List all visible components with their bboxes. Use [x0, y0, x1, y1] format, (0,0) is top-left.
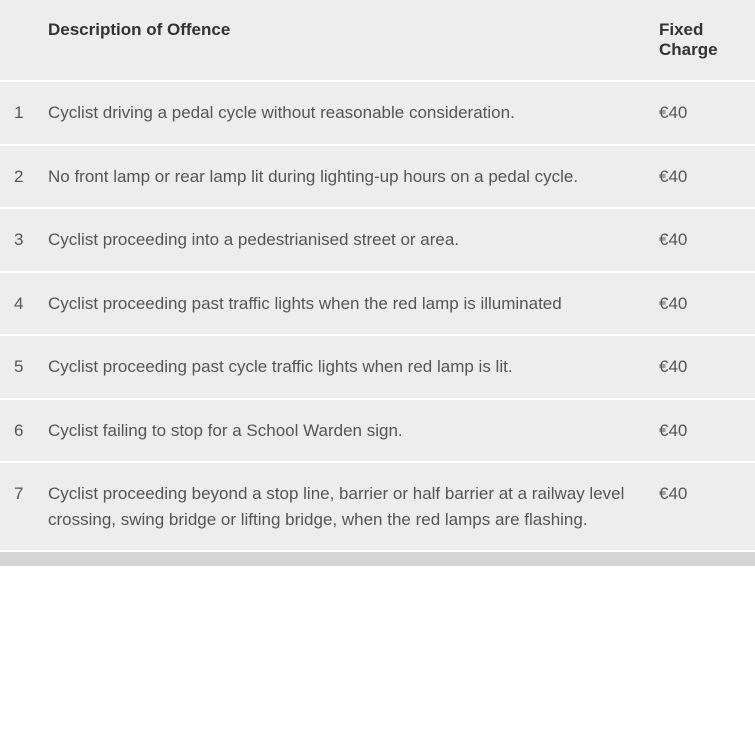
row-charge: €40 — [645, 81, 755, 145]
table-row: 1 Cyclist driving a pedal cycle without … — [0, 81, 755, 145]
row-description: Cyclist driving a pedal cycle without re… — [36, 81, 645, 145]
table-row: 7 Cyclist proceeding beyond a stop line,… — [0, 462, 755, 551]
table-body: 1 Cyclist driving a pedal cycle without … — [0, 81, 755, 551]
row-charge: €40 — [645, 335, 755, 399]
row-index: 1 — [0, 81, 36, 145]
row-charge: €40 — [645, 272, 755, 336]
table-row: 4 Cyclist proceeding past traffic lights… — [0, 272, 755, 336]
table-row: 2 No front lamp or rear lamp lit during … — [0, 145, 755, 209]
column-header-description: Description of Offence — [36, 0, 645, 81]
table-row: 5 Cyclist proceeding past cycle traffic … — [0, 335, 755, 399]
row-index: 2 — [0, 145, 36, 209]
row-charge: €40 — [645, 208, 755, 272]
table-footer-bar — [0, 552, 755, 566]
row-charge: €40 — [645, 399, 755, 463]
row-description: Cyclist proceeding into a pedestrianised… — [36, 208, 645, 272]
column-header-charge: Fixed Charge — [645, 0, 755, 81]
row-index: 7 — [0, 462, 36, 551]
row-index: 4 — [0, 272, 36, 336]
offence-table-wrapper: Description of Offence Fixed Charge 1 Cy… — [0, 0, 755, 566]
row-description: Cyclist failing to stop for a School War… — [36, 399, 645, 463]
row-description: Cyclist proceeding past cycle traffic li… — [36, 335, 645, 399]
row-index: 5 — [0, 335, 36, 399]
column-header-index — [0, 0, 36, 81]
table-header-row: Description of Offence Fixed Charge — [0, 0, 755, 81]
offence-table: Description of Offence Fixed Charge 1 Cy… — [0, 0, 755, 552]
row-description: Cyclist proceeding beyond a stop line, b… — [36, 462, 645, 551]
row-charge: €40 — [645, 462, 755, 551]
row-charge: €40 — [645, 145, 755, 209]
table-row: 6 Cyclist failing to stop for a School W… — [0, 399, 755, 463]
table-row: 3 Cyclist proceeding into a pedestrianis… — [0, 208, 755, 272]
row-description: No front lamp or rear lamp lit during li… — [36, 145, 645, 209]
row-index: 3 — [0, 208, 36, 272]
row-description: Cyclist proceeding past traffic lights w… — [36, 272, 645, 336]
row-index: 6 — [0, 399, 36, 463]
